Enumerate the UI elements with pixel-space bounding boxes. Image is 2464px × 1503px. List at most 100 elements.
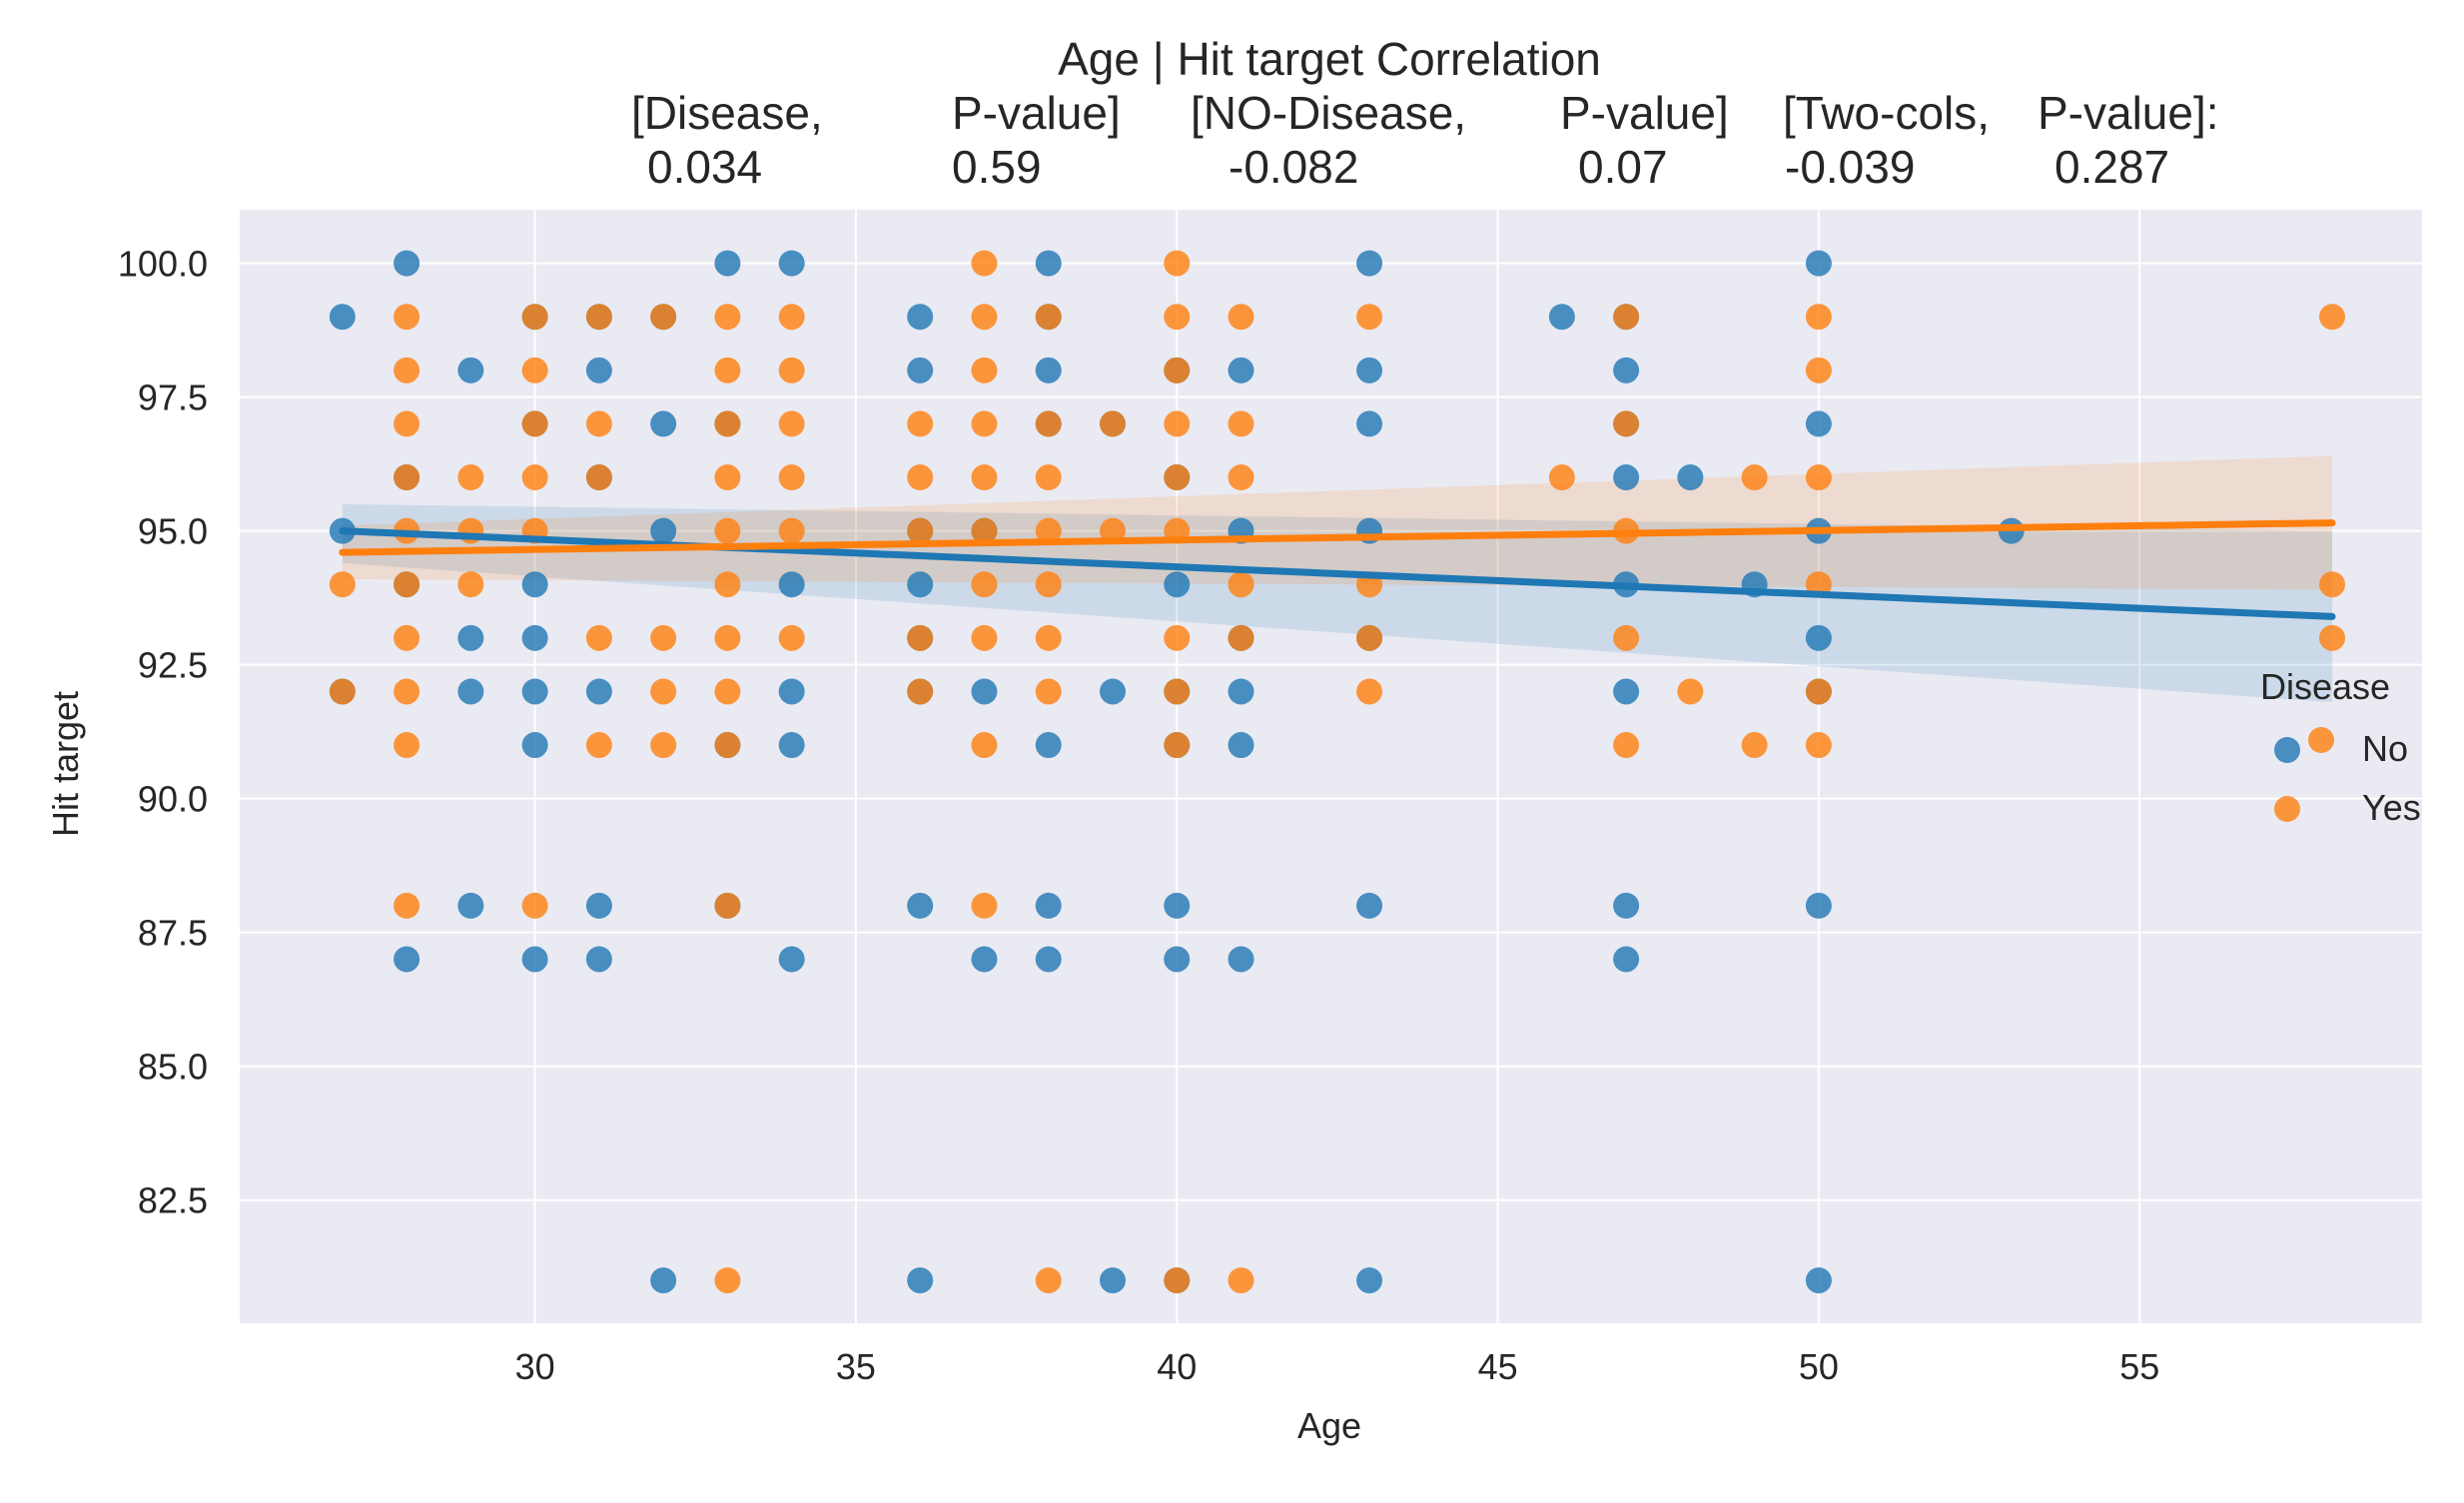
data-point-yes	[971, 624, 998, 651]
x-tick-label: 45	[1478, 1346, 1518, 1387]
data-point-yes	[778, 304, 805, 331]
data-point-no	[714, 250, 741, 277]
data-point-yes	[907, 464, 934, 491]
data-point-yes	[1613, 304, 1640, 331]
data-point-no	[971, 946, 998, 973]
data-point-no	[457, 892, 484, 919]
x-tick-label: 40	[1157, 1346, 1197, 1387]
data-point-yes	[1805, 678, 1832, 705]
title-nodisease-pvalue-label: P-value]	[1560, 87, 1729, 139]
data-point-yes	[1035, 1267, 1062, 1294]
title-disease-pvalue: 0.59	[952, 141, 1042, 193]
data-point-no	[521, 678, 548, 705]
data-point-no	[1228, 946, 1254, 973]
title-twocols-pvalue: 0.287	[2054, 141, 2169, 193]
data-point-no	[1677, 464, 1704, 491]
legend-marker-no-overlap	[2308, 727, 2334, 753]
title-nodisease-label: [NO-Disease,	[1191, 87, 1466, 139]
data-point-yes	[714, 732, 741, 759]
data-point-no	[1035, 732, 1062, 759]
title-disease-corr-value: 0.034	[647, 141, 762, 193]
data-point-yes	[521, 464, 548, 491]
data-point-yes	[1164, 624, 1191, 651]
data-point-yes	[1613, 624, 1640, 651]
data-point-no	[778, 250, 805, 277]
data-point-no	[907, 357, 934, 383]
y-tick-label: 97.5	[138, 377, 208, 418]
data-point-yes	[2319, 624, 2346, 651]
data-point-yes	[650, 732, 677, 759]
data-point-yes	[1035, 678, 1062, 705]
data-point-yes	[394, 571, 420, 598]
data-point-yes	[714, 410, 741, 437]
legend-label-yes: Yes	[2362, 787, 2421, 828]
data-point-yes	[907, 678, 934, 705]
data-point-yes	[1677, 678, 1704, 705]
data-point-no	[1228, 678, 1254, 705]
data-point-yes	[2319, 571, 2346, 598]
y-tick-label: 85.0	[138, 1047, 208, 1088]
x-tick-label: 50	[1799, 1346, 1839, 1387]
data-point-yes	[394, 357, 420, 383]
legend-label-no: No	[2362, 728, 2408, 769]
data-point-yes	[1164, 410, 1191, 437]
data-point-no	[521, 732, 548, 759]
data-point-no	[1805, 892, 1832, 919]
data-point-yes	[394, 732, 420, 759]
data-point-yes	[778, 517, 805, 544]
data-point-yes	[1613, 732, 1640, 759]
data-point-no	[585, 357, 612, 383]
data-point-yes	[907, 410, 934, 437]
data-point-yes	[650, 304, 677, 331]
data-point-yes	[585, 464, 612, 491]
title-line-1: Age | Hit target Correlation	[1058, 33, 1601, 85]
data-point-no	[585, 892, 612, 919]
data-point-yes	[714, 1267, 741, 1294]
data-point-yes	[1164, 732, 1191, 759]
data-point-no	[394, 946, 420, 973]
data-point-yes	[650, 678, 677, 705]
data-point-no	[1228, 732, 1254, 759]
data-point-yes	[714, 624, 741, 651]
y-tick-label: 82.5	[138, 1180, 208, 1221]
data-point-yes	[1613, 410, 1640, 437]
data-point-yes	[521, 304, 548, 331]
data-point-yes	[1356, 678, 1383, 705]
data-point-yes	[971, 250, 998, 277]
legend-marker-yes	[2274, 796, 2300, 822]
data-point-yes	[907, 624, 934, 651]
data-point-yes	[394, 410, 420, 437]
data-point-yes	[971, 571, 998, 598]
legend-title: Disease	[2260, 666, 2390, 707]
data-point-yes	[2319, 304, 2346, 331]
data-point-no	[1164, 892, 1191, 919]
data-point-yes	[971, 357, 998, 383]
data-point-yes	[1164, 464, 1191, 491]
data-point-yes	[1356, 304, 1383, 331]
data-point-yes	[1100, 410, 1126, 437]
data-point-yes	[1035, 410, 1062, 437]
data-point-no	[907, 571, 934, 598]
data-point-no	[457, 678, 484, 705]
y-tick-label: 95.0	[138, 511, 208, 552]
data-point-no	[1100, 678, 1126, 705]
data-point-yes	[585, 410, 612, 437]
chart-title: Age | Hit target Correlation [Disease, P…	[631, 33, 2219, 193]
data-point-yes	[1164, 1267, 1191, 1294]
data-point-yes	[394, 624, 420, 651]
data-point-no	[1805, 1267, 1832, 1294]
data-point-no	[1613, 678, 1640, 705]
data-point-yes	[585, 732, 612, 759]
y-tick-label: 100.0	[118, 244, 208, 285]
data-point-no	[1805, 624, 1832, 651]
title-nodisease-corr-value: -0.082	[1229, 141, 1358, 193]
data-point-no	[1613, 892, 1640, 919]
data-point-yes	[1741, 732, 1768, 759]
title-disease-pvalue-label: P-value]	[952, 87, 1121, 139]
title-twocols-label: [Two-cols,	[1783, 87, 1990, 139]
data-point-yes	[650, 624, 677, 651]
data-point-yes	[1035, 304, 1062, 331]
data-point-no	[907, 892, 934, 919]
data-point-no	[1100, 1267, 1126, 1294]
data-point-no	[329, 304, 356, 331]
